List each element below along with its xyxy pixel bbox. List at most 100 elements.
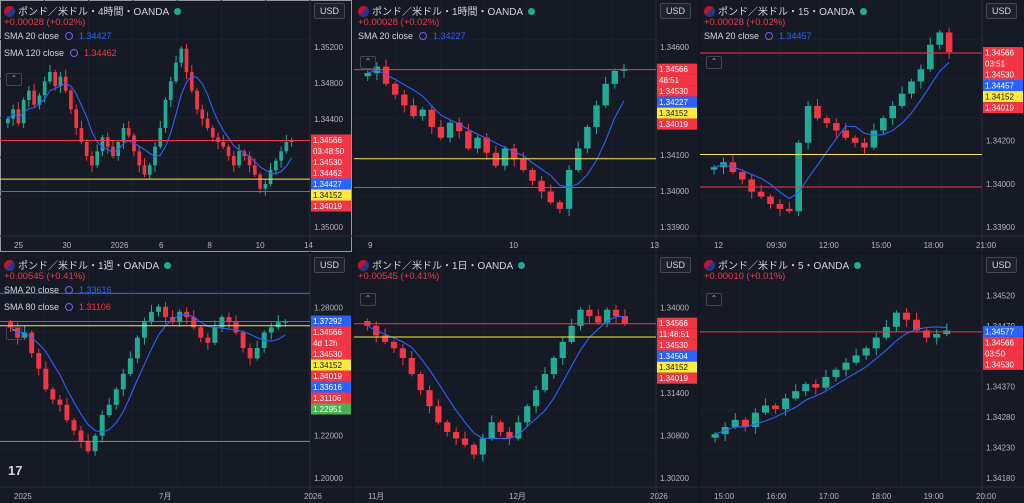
candle-body xyxy=(898,93,906,106)
time-tick: 09:30 xyxy=(766,241,787,250)
candle-body xyxy=(216,137,220,142)
time-tick: 2026 xyxy=(650,492,668,501)
chart-svg[interactable]: 1.347001.346001.344001.343001.341001.340… xyxy=(354,0,698,252)
candle-body xyxy=(842,130,849,138)
chart-svg[interactable]: 1.356001.352001.348001.344001.340001.336… xyxy=(0,0,352,252)
symbol-title: ポンド／米ドル・4時間・OANDA xyxy=(18,7,170,18)
chart-title[interactable]: ポンド／米ドル・15・OANDA xyxy=(704,3,867,18)
candle-body xyxy=(945,32,953,53)
time-tick: 21:00 xyxy=(976,241,997,250)
price-label-badge xyxy=(311,392,351,404)
gbp-usd-flag-icon xyxy=(4,260,15,271)
legend-collapse-button[interactable]: ⌃ xyxy=(360,56,376,69)
candle-body xyxy=(74,109,79,128)
indicator-legend[interactable]: SMA 20 close 1.34227 xyxy=(358,31,466,41)
chart-title[interactable]: ポンド／米ドル・1時間・OANDA xyxy=(358,3,536,18)
indicator-settings-icon[interactable] xyxy=(65,286,74,294)
price-label-text: 1.34462 xyxy=(313,169,342,178)
candle-body xyxy=(237,151,241,166)
price-tick: 1.34000 xyxy=(660,304,689,313)
candle-body xyxy=(792,391,800,399)
candle-body xyxy=(604,309,611,323)
chart-pane-5[interactable]: 1.350001.340001.320001.314001.308001.302… xyxy=(354,254,698,503)
indicator-settings-icon[interactable] xyxy=(765,32,774,40)
price-label-text: 1.34530 xyxy=(985,71,1014,80)
candle-body xyxy=(461,438,469,445)
price-label-text: 1.37292 xyxy=(313,317,342,326)
gbp-usd-flag-icon xyxy=(704,260,715,271)
sma-line xyxy=(367,315,625,439)
chart-title[interactable]: ポンド／米ドル・5・OANDA xyxy=(704,257,862,272)
candle-body xyxy=(586,309,593,317)
indicator-legend[interactable]: SMA 20 close 1.33616 xyxy=(4,285,112,295)
candle-body xyxy=(134,337,140,359)
chart-title[interactable]: ポンド／米ドル・1週・OANDA xyxy=(4,257,172,272)
candle-body xyxy=(410,105,417,117)
chevron-icon: ⌃ xyxy=(710,294,718,303)
chart-pane-6[interactable]: 1.346501.345201.344701.344401.343701.342… xyxy=(700,254,1024,503)
indicator-settings-icon[interactable] xyxy=(65,303,74,311)
chart-pane-3[interactable]: 1.346001.345001.343001.342001.340001.339… xyxy=(700,0,1024,252)
candle-body xyxy=(776,203,784,209)
candle-body xyxy=(42,81,47,96)
legend-collapse-button[interactable]: ⌃ xyxy=(6,327,22,340)
candle-body xyxy=(195,90,199,110)
candle-body xyxy=(710,167,718,170)
currency-button[interactable]: USD xyxy=(986,257,1018,273)
candle-body xyxy=(85,440,91,452)
price-label-badge xyxy=(311,178,351,190)
price-label-text: 1.34566 xyxy=(659,65,688,74)
tradingview-logo-icon[interactable]: 17 xyxy=(8,463,23,478)
chevron-icon: ⌃ xyxy=(364,294,372,303)
candle-body xyxy=(902,312,910,320)
price-change: +0.00028 (+0.02%) xyxy=(4,17,86,28)
currency-button[interactable]: USD xyxy=(314,3,346,19)
price-tick: 1.34600 xyxy=(660,43,689,52)
chevron-icon: ⌃ xyxy=(10,328,18,337)
candle-body xyxy=(761,405,769,413)
indicator-settings-icon[interactable] xyxy=(65,32,74,40)
candle-body xyxy=(226,146,231,156)
price-change: +0.00028 (+0.02%) xyxy=(358,17,440,28)
candle-body xyxy=(37,95,42,105)
chart-title[interactable]: ポンド／米ドル・4時間・OANDA xyxy=(4,3,182,18)
price-label-text: 4d 12h xyxy=(313,339,337,348)
chart-pane-4[interactable]: 1.360001.280001.260001.240001.220001.200… xyxy=(0,254,352,503)
price-label-text: 1.34530 xyxy=(659,87,688,96)
candle-body xyxy=(524,406,531,423)
currency-button[interactable]: USD xyxy=(314,257,346,273)
candle-body xyxy=(210,128,215,138)
currency-button[interactable]: USD xyxy=(660,257,692,273)
legend-collapse-button[interactable]: ⌃ xyxy=(6,73,22,86)
indicator-legend[interactable]: SMA 20 close 1.34427 xyxy=(4,31,112,41)
indicator-legend[interactable]: SMA 20 close 1.34457 xyxy=(704,31,812,41)
indicator-settings-icon[interactable] xyxy=(70,49,79,57)
chart-pane-2[interactable]: 1.347001.346001.344001.343001.341001.340… xyxy=(354,0,698,252)
chart-pane-1[interactable]: 1.356001.352001.348001.344001.340001.336… xyxy=(0,0,352,252)
legend-collapse-button[interactable]: ⌃ xyxy=(360,293,376,306)
indicator-legend[interactable]: SMA 80 close 1.31106 xyxy=(4,302,111,312)
chart-svg[interactable]: 1.346001.345001.343001.342001.340001.339… xyxy=(700,0,1024,252)
chart-svg[interactable]: 1.346501.345201.344701.344401.343701.342… xyxy=(700,254,1024,503)
time-tick: 6 xyxy=(159,241,164,250)
price-label-badge xyxy=(311,370,351,382)
candle-body xyxy=(479,438,486,455)
indicator-legend[interactable]: SMA 120 close 1.34462 xyxy=(4,48,117,58)
chart-svg[interactable]: 1.360001.280001.260001.240001.220001.200… xyxy=(0,254,352,503)
chart-svg[interactable]: 1.350001.340001.320001.314001.308001.302… xyxy=(354,254,698,503)
price-label-badge xyxy=(311,156,351,168)
chart-title[interactable]: ポンド／米ドル・1日・OANDA xyxy=(358,257,526,272)
price-label-text: 1.34152 xyxy=(659,363,688,372)
price-tick: 1.34370 xyxy=(986,383,1015,392)
chevron-icon: ⌃ xyxy=(364,57,372,66)
legend-collapse-button[interactable]: ⌃ xyxy=(706,56,722,69)
currency-button[interactable]: USD xyxy=(986,3,1018,19)
sma-line xyxy=(367,69,625,188)
symbol-title: ポンド／米ドル・1時間・OANDA xyxy=(372,7,524,18)
indicator-settings-icon[interactable] xyxy=(419,32,428,40)
currency-button[interactable]: USD xyxy=(660,3,692,19)
candle-body xyxy=(782,398,790,410)
price-label-badge xyxy=(657,96,697,108)
legend-collapse-button[interactable]: ⌃ xyxy=(706,293,722,306)
price-tick: 1.34230 xyxy=(986,444,1015,453)
